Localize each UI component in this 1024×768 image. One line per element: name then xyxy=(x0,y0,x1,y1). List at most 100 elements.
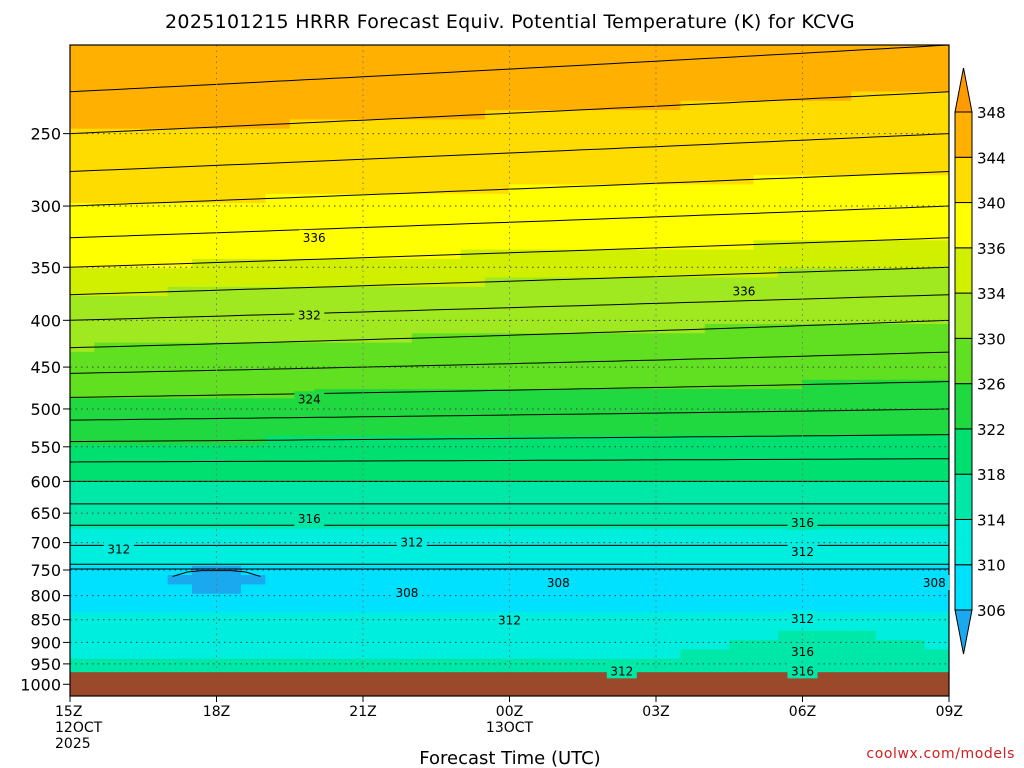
heat-cell xyxy=(900,630,926,641)
heat-cell xyxy=(485,547,511,558)
heat-cell xyxy=(363,286,389,297)
heat-cell xyxy=(753,175,779,186)
heat-cell xyxy=(70,128,96,139)
heat-cell xyxy=(802,370,828,381)
heat-cell xyxy=(631,612,657,623)
heat-cell xyxy=(94,342,120,353)
heat-cell xyxy=(924,482,949,492)
heat-cell xyxy=(216,100,242,111)
heat-cell xyxy=(289,119,315,130)
heat-cell xyxy=(314,472,340,483)
heat-cell xyxy=(411,603,437,613)
heat-cell xyxy=(143,398,169,409)
heat-cell xyxy=(387,342,413,353)
heat-cell xyxy=(411,91,437,102)
heat-cell xyxy=(436,444,462,455)
heat-cell xyxy=(875,547,901,558)
heat-cell xyxy=(314,324,340,334)
heat-cell xyxy=(924,435,949,446)
heat-cell xyxy=(924,510,949,520)
heat-cell xyxy=(851,426,877,437)
heat-cell xyxy=(753,658,779,669)
heat-cell xyxy=(363,231,389,241)
heat-cell xyxy=(411,45,437,55)
heat-cell xyxy=(656,45,682,55)
heat-cell xyxy=(94,203,120,213)
heat-cell xyxy=(656,491,682,502)
heat-cell xyxy=(436,351,462,362)
heat-cell xyxy=(167,138,193,148)
heat-cell xyxy=(216,221,242,232)
heat-cell xyxy=(314,165,340,176)
heat-cell xyxy=(460,221,486,232)
heat-cell xyxy=(338,351,364,362)
heat-cell xyxy=(900,417,926,427)
heat-cell xyxy=(704,584,730,595)
contour-label: 336 xyxy=(728,283,759,299)
heat-cell xyxy=(240,286,266,297)
heat-cell xyxy=(314,240,340,251)
heat-cell xyxy=(411,435,437,446)
heat-cell xyxy=(924,82,949,93)
heat-cell xyxy=(216,482,242,492)
heat-cell xyxy=(924,389,949,399)
heat-cell xyxy=(924,556,949,567)
heat-cell xyxy=(216,128,242,139)
heat-cell xyxy=(460,184,486,195)
heat-cell xyxy=(900,491,926,502)
heat-cell xyxy=(289,221,315,232)
heat-cell xyxy=(924,333,949,344)
heat-cell xyxy=(826,593,852,604)
heat-cell xyxy=(216,537,242,548)
heat-cell xyxy=(631,342,657,353)
heat-cell xyxy=(753,491,779,502)
heat-cell xyxy=(924,212,949,223)
heat-cell xyxy=(558,351,584,362)
heat-cell xyxy=(460,165,486,176)
heat-cell xyxy=(753,296,779,306)
heat-cell xyxy=(485,351,511,362)
heat-cell xyxy=(826,286,852,297)
heat-cell xyxy=(167,268,193,279)
heat-cell xyxy=(607,193,633,204)
heat-cell xyxy=(387,138,413,148)
heat-cell xyxy=(314,110,340,120)
heat-cell xyxy=(656,249,682,260)
heat-cell xyxy=(485,212,511,223)
heat-cell xyxy=(851,147,877,158)
heat-cell xyxy=(533,268,559,279)
colorbar-segment xyxy=(954,247,973,294)
contour-label: 312 xyxy=(103,541,134,557)
heat-cell xyxy=(509,482,535,492)
heat-cell xyxy=(704,45,730,55)
heat-cell xyxy=(778,258,804,269)
heat-cell xyxy=(314,658,340,669)
heat-cell xyxy=(607,203,633,213)
heat-cell xyxy=(314,286,340,297)
heat-cell xyxy=(656,649,682,660)
heat-cell xyxy=(656,193,682,204)
heat-cell xyxy=(70,82,96,93)
heat-cell xyxy=(411,128,437,139)
heat-cell xyxy=(216,147,242,158)
heat-cell xyxy=(851,379,877,390)
heat-cell xyxy=(460,119,486,130)
heat-cell xyxy=(680,426,706,437)
heat-cell xyxy=(265,361,291,372)
heat-cell xyxy=(631,268,657,279)
heat-cell xyxy=(778,565,804,576)
heat-cell xyxy=(680,203,706,213)
heat-cell xyxy=(167,351,193,362)
heat-cell xyxy=(436,575,462,585)
heat-cell xyxy=(411,277,437,288)
heat-cell xyxy=(533,147,559,158)
heat-cell xyxy=(680,472,706,483)
heat-cell xyxy=(924,407,949,418)
heat-cell xyxy=(802,417,828,427)
heat-cell xyxy=(558,379,584,390)
heat-cell xyxy=(70,482,96,492)
heat-cell xyxy=(656,119,682,130)
heat-cell xyxy=(289,500,315,511)
